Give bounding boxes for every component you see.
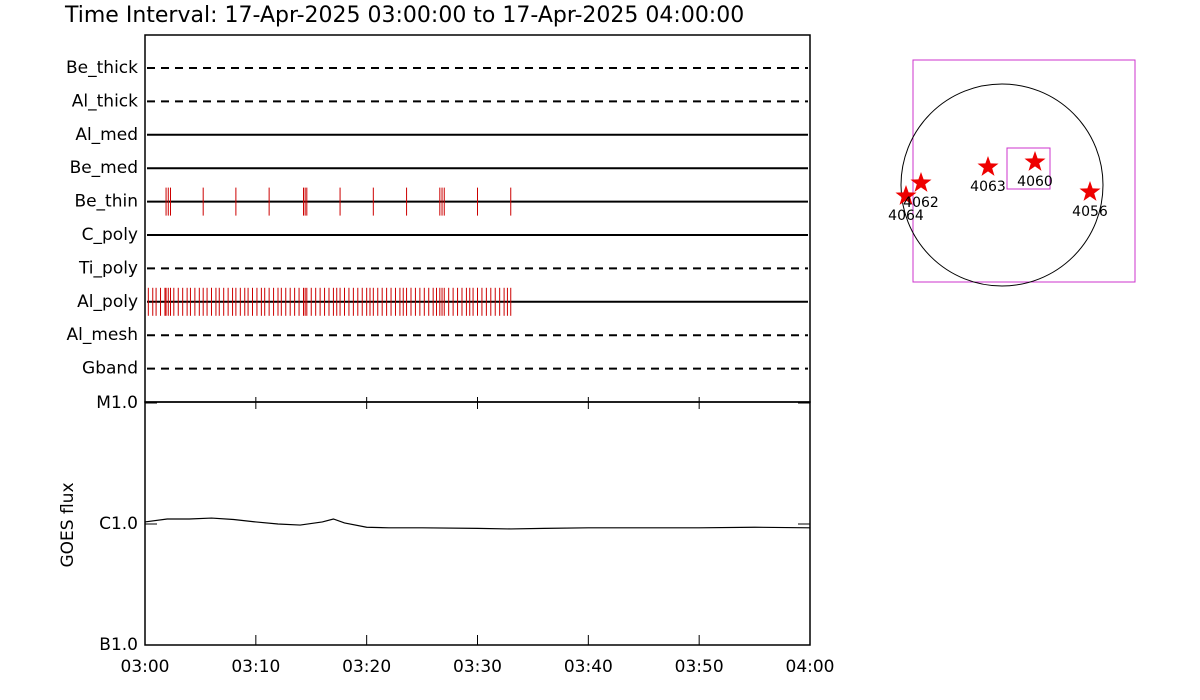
y-axis-label: GOES flux bbox=[58, 482, 78, 567]
region-label: 4062 bbox=[903, 195, 939, 211]
region-label: 4056 bbox=[1072, 204, 1108, 220]
row-label: Be_med bbox=[70, 158, 138, 178]
map-frame bbox=[912, 59, 1136, 283]
y-tick-label: B1.0 bbox=[99, 635, 138, 655]
x-tick-label: 03:50 bbox=[675, 657, 724, 677]
row-label: Al_med bbox=[75, 125, 138, 145]
fov-box bbox=[1006, 147, 1051, 190]
region-label: 4060 bbox=[1017, 174, 1053, 190]
row-label: C_poly bbox=[82, 225, 138, 245]
bottom-frame bbox=[144, 401, 811, 646]
x-tick-label: 03:00 bbox=[121, 657, 170, 677]
region-star bbox=[910, 172, 932, 192]
region-star bbox=[1079, 181, 1101, 201]
region-star bbox=[977, 156, 999, 176]
region-label: 4063 bbox=[970, 179, 1006, 195]
row-label: Be_thin bbox=[74, 192, 138, 212]
row-label: Be_thick bbox=[66, 58, 138, 78]
row-label: Al_thick bbox=[72, 91, 138, 111]
top-frame bbox=[144, 34, 811, 403]
region-star bbox=[1024, 151, 1046, 171]
chart-title: Time Interval: 17-Apr-2025 03:00:00 to 1… bbox=[64, 3, 744, 28]
row-label: Al_poly bbox=[77, 292, 138, 312]
row-label: Ti_poly bbox=[78, 258, 138, 278]
y-tick-label: C1.0 bbox=[99, 514, 138, 534]
region-label: 4064 bbox=[888, 208, 924, 224]
x-tick-label: 03:10 bbox=[231, 657, 280, 677]
x-tick-label: 03:20 bbox=[342, 657, 391, 677]
region-star bbox=[895, 185, 917, 205]
x-tick-label: 03:40 bbox=[564, 657, 613, 677]
solar-disk bbox=[900, 83, 1104, 287]
row-label: Al_mesh bbox=[66, 325, 138, 345]
x-tick-label: 03:30 bbox=[453, 657, 502, 677]
row-label: Gband bbox=[82, 359, 138, 379]
x-tick-label: 04:00 bbox=[786, 657, 835, 677]
flux-line bbox=[144, 517, 811, 530]
y-tick-label: M1.0 bbox=[96, 393, 138, 413]
